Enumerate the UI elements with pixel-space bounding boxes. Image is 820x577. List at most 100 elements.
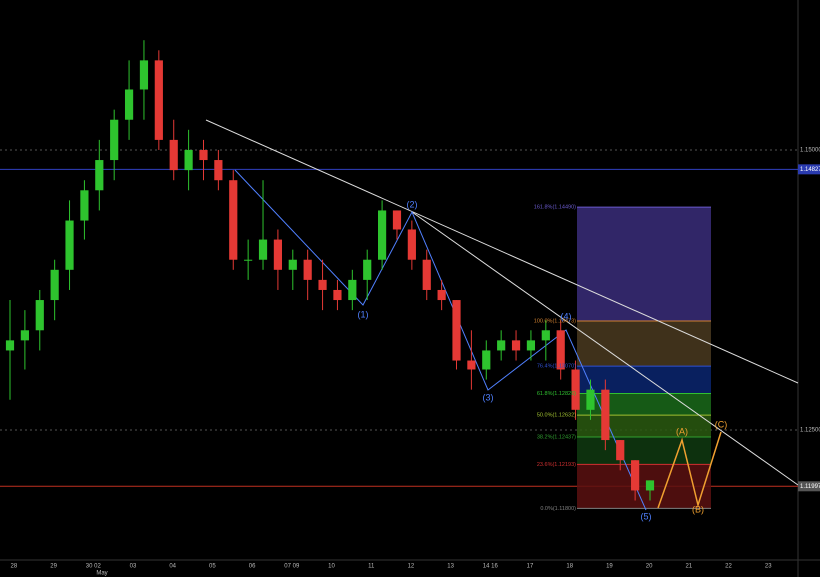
wave-label: (2) [407,199,418,209]
price-label-box [798,164,820,175]
fib-label: 50.0%(1.12632) [537,413,576,419]
fib-label: 100.0%(1.13473) [534,318,576,324]
x-tick-label: 18 [566,564,573,570]
candle-body [571,369,580,410]
x-tick-label: 23 [765,564,772,570]
fib-zone [577,320,711,367]
candle-body [273,239,282,270]
wave-path[interactable] [234,169,647,511]
candle-body [169,139,178,171]
correction-path[interactable] [657,431,722,509]
wave-label: (4) [561,311,572,321]
x-tick-label: 22 [725,564,732,570]
overlay: 1.15000 1.12500 1.14827 1.11997 161.8%(1.144… [11,148,820,577]
fib-label: 161.8%(1.14490) [534,205,576,211]
candle-body [65,220,74,270]
fib-zone [577,366,711,394]
candle-body [467,360,476,370]
x-tick-label: 29 [50,564,57,570]
x-tick-label: 07 09 [284,564,300,570]
price-label: 1.11997 [800,484,820,490]
candle-body [378,210,387,260]
candle-body [20,330,29,341]
x-tick-label: 03 [130,564,137,570]
candle-body [497,340,506,351]
candle-body [80,190,89,221]
x-tick-label: 06 [249,564,256,570]
price-label-box [798,481,820,492]
candle-body [244,259,253,261]
candle-body [50,269,59,301]
trendline[interactable] [205,119,799,384]
candle-body [586,389,595,410]
month-label: May [96,571,107,577]
candle-body [303,259,312,280]
x-tick-label: 17 [527,564,534,570]
x-tick-label: 20 [646,564,653,570]
x-tick-label: 21 [685,564,692,570]
correction-label: (A) [676,426,688,436]
candle-body [452,300,461,361]
fib-label: 38.2%(1.12437) [537,434,576,440]
candle-body [333,289,342,301]
x-tick-label: 13 [447,564,454,570]
fib-zone [577,393,711,416]
x-tick-label: 14 16 [483,564,499,570]
candle-body [95,160,104,191]
candle-body [288,259,297,270]
candle-body [482,350,491,370]
candle-body [616,440,625,461]
x-tick-label: 05 [209,564,216,570]
x-tick-label: 19 [606,564,613,570]
candle-body [110,119,119,161]
fib-tool[interactable] [0,168,798,509]
candle-body [35,300,44,331]
correction-label: (B) [692,504,704,514]
candle-body [348,279,357,301]
y-tick-label: 1.12500 [800,428,820,434]
candle-body [124,89,134,120]
correction-label: (C) [715,419,728,429]
candle-body [526,340,536,351]
fib-zone [577,207,711,321]
fib-label: 61.8%(1.12826) [537,391,576,397]
candle-body [392,210,402,230]
y-tick-label: 1.15000 [800,148,820,154]
candle-body [258,239,268,260]
candle-body [154,60,163,140]
trendline[interactable] [411,211,799,486]
candle-body [214,160,223,181]
candle-body [229,180,238,260]
candle-body [645,480,655,491]
candle-body [184,149,193,171]
candle-body [318,279,327,290]
fib-label: 0.0%(1.11800) [540,506,576,512]
x-tick-label: 04 [169,564,176,570]
wave-label: (1) [358,309,369,319]
wave-label: (5) [641,511,652,521]
candles [5,40,655,501]
candle-body [601,389,610,441]
x-tick-label: 30 02 [86,564,102,570]
candle-body [422,259,431,290]
fib-zone [577,464,711,509]
x-tick-label: 12 [408,564,415,570]
fib-label: 76.4%(1.13070) [537,364,576,370]
candle-body [437,289,446,301]
wave-label: (3) [483,392,494,402]
x-tick-label: 10 [328,564,335,570]
candle-body [541,330,550,341]
candle-body [407,229,416,260]
price-label: 1.14827 [800,167,820,173]
candle-body [556,330,565,370]
candle-body [511,340,521,351]
fib-zone [577,437,711,465]
candle-body [5,340,15,351]
fib-label: 23.6%(1.12193) [537,462,576,468]
fib-zone [577,415,711,438]
candle-body [631,460,640,491]
candle-body [139,60,149,90]
x-tick-label: 11 [368,564,375,570]
candle-body [363,259,372,280]
